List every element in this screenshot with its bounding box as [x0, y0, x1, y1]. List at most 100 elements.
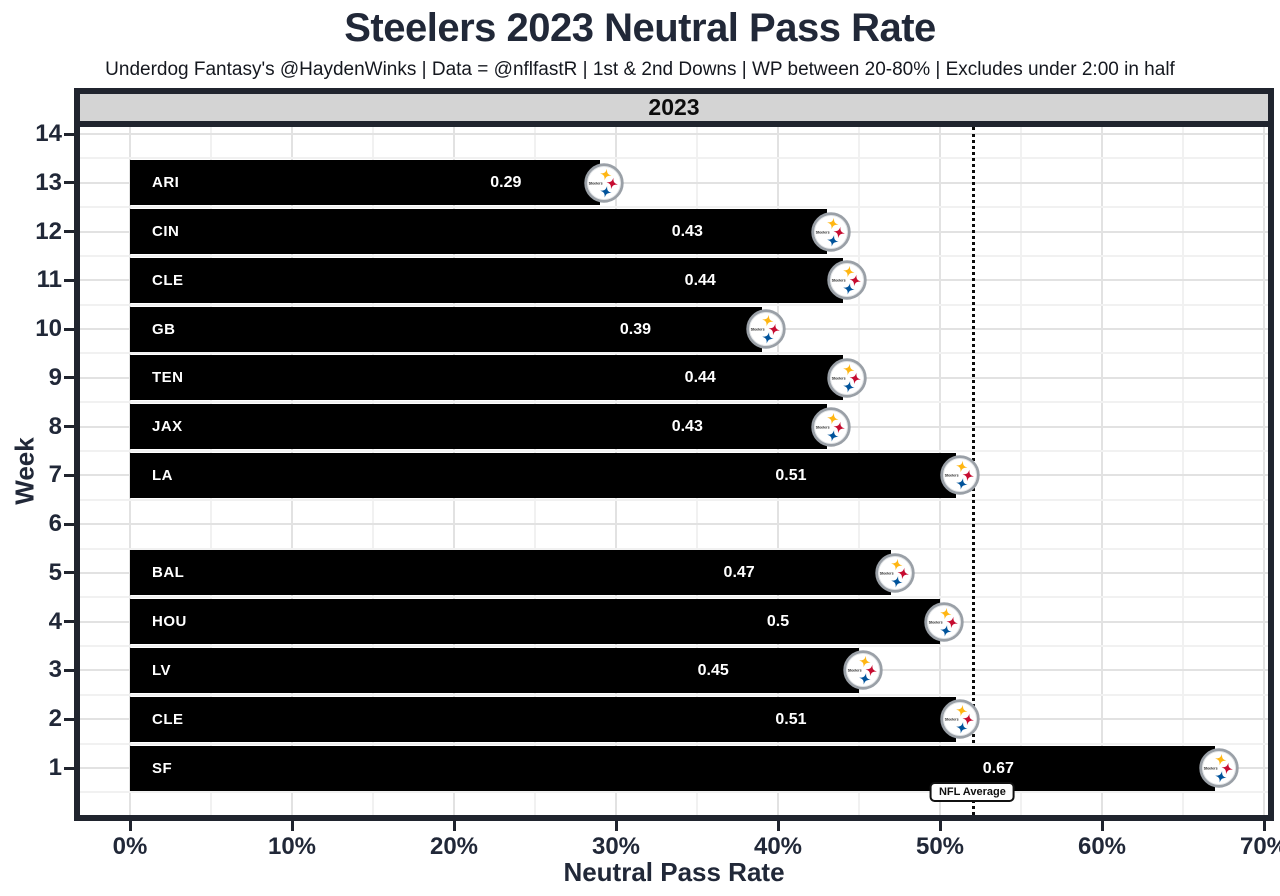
gridline-h-minor: [80, 157, 1268, 160]
gridline-h-minor: [80, 596, 1268, 599]
steelers-logo-svg: Steelers: [940, 699, 980, 739]
gridline-v-major: [1263, 127, 1265, 815]
x-axis-tick: [128, 821, 132, 831]
facet-strip: 2023: [80, 94, 1268, 127]
x-axis-tick-label: 50%: [915, 833, 965, 860]
svg-text:Steelers: Steelers: [815, 230, 829, 234]
y-axis-tick-label: 5: [48, 558, 62, 586]
y-axis-tick: [64, 717, 74, 721]
bar-value-label: 0.5: [766, 613, 790, 631]
svg-text:Steelers: Steelers: [945, 474, 959, 478]
gridline-h-minor: [80, 303, 1268, 306]
y-axis-tick-label: 10: [35, 315, 62, 343]
svg-text:Steelers: Steelers: [831, 376, 845, 380]
chart-title: Steelers 2023 Neutral Pass Rate: [344, 6, 936, 50]
bar-value-label: 0.51: [775, 710, 807, 728]
gridline-h-minor: [80, 645, 1268, 648]
bar-week-4: [130, 599, 940, 645]
svg-text:Steelers: Steelers: [750, 327, 764, 331]
steelers-logo-svg: Steelers: [940, 455, 980, 496]
y-axis-title: Week: [9, 437, 40, 505]
svg-text:Steelers: Steelers: [815, 425, 829, 429]
steelers-logo-icon: Steelers: [827, 358, 867, 398]
y-axis-tick: [64, 473, 74, 477]
bar-opponent-label: ARI: [152, 174, 180, 192]
gridline-h-minor: [80, 693, 1268, 696]
bar-value-label: 0.44: [684, 369, 716, 387]
x-axis-tick: [614, 821, 618, 831]
steelers-logo-icon: Steelers: [924, 601, 964, 642]
bar-value-label: 0.39: [619, 320, 652, 338]
chart-subtitle: Underdog Fantasy's @HaydenWinks | Data =…: [105, 59, 1175, 80]
svg-text:Steelers: Steelers: [588, 181, 602, 185]
y-axis-tick-label: 6: [48, 510, 62, 538]
bar-opponent-label: CIN: [152, 223, 180, 241]
y-axis-tick-label: 1: [48, 754, 62, 781]
y-axis-tick-label: 9: [48, 363, 62, 391]
y-axis-tick: [64, 766, 74, 770]
gridline-h-major: [80, 181, 1268, 184]
y-axis-tick-label: 13: [35, 168, 62, 196]
x-axis-tick: [776, 821, 780, 831]
bar-week-7: [130, 452, 957, 498]
bar-week-12: [130, 209, 827, 255]
gridline-h-minor: [80, 352, 1268, 355]
y-axis-tick-label: 2: [48, 705, 62, 733]
steelers-logo-svg: Steelers: [827, 358, 867, 398]
gridline-h-major: [80, 523, 1268, 526]
steelers-logo-svg: Steelers: [924, 601, 964, 642]
y-axis-tick: [64, 571, 74, 575]
bar-opponent-label: LA: [152, 466, 173, 484]
y-axis-tick-label: 14: [35, 120, 62, 147]
bar-value-label: 0.47: [723, 564, 755, 582]
bar-week-9: [130, 355, 843, 401]
steelers-logo-icon: Steelers: [584, 163, 624, 203]
steelers-logo-icon: Steelers: [810, 211, 851, 252]
bar-week-13: [130, 160, 600, 206]
steelers-logo-svg: Steelers: [1199, 748, 1240, 788]
y-axis-tick: [64, 181, 74, 185]
steelers-logo-svg: Steelers: [810, 211, 851, 252]
bar-value-label: 0.51: [775, 466, 807, 484]
bar-value-label: 0.43: [671, 223, 703, 241]
gridline-v-major: [1101, 127, 1103, 815]
bar-week-5: [130, 550, 892, 596]
svg-text:Steelers: Steelers: [929, 620, 943, 624]
x-axis-tick-label: 30%: [591, 833, 641, 860]
facet-strip-label: 2023: [648, 94, 700, 120]
bar-value-label: 0.29: [490, 174, 522, 192]
x-axis-tick-label: 20%: [429, 833, 479, 860]
x-axis-tick-label: 0%: [112, 833, 148, 860]
x-axis-tick-label: 70%: [1239, 833, 1280, 860]
steelers-logo-svg: Steelers: [584, 163, 624, 203]
bar-value-label: 0.43: [671, 418, 703, 436]
bar-week-10: [130, 306, 762, 352]
x-axis-tick: [452, 821, 456, 831]
steelers-logo-svg: Steelers: [810, 406, 851, 447]
bar-opponent-label: GB: [152, 320, 176, 338]
y-axis-tick-label: 4: [48, 607, 62, 635]
x-axis-tick: [1262, 821, 1266, 831]
bar-opponent-label: TEN: [152, 369, 184, 387]
y-axis-tick-label: 12: [35, 217, 62, 245]
y-axis-tick: [64, 278, 74, 282]
gridline-h-minor: [80, 742, 1268, 745]
svg-text:Steelers: Steelers: [945, 718, 959, 722]
gridline-h-minor: [80, 401, 1268, 404]
y-axis-tick-label: 7: [48, 461, 62, 489]
bar-opponent-label: CLE: [152, 710, 184, 728]
steelers-logo-icon: Steelers: [810, 406, 851, 447]
bar-value-label: 0.45: [697, 661, 729, 679]
y-axis-tick: [64, 230, 74, 234]
y-axis-tick: [64, 668, 74, 672]
y-axis-tick: [64, 522, 74, 526]
steelers-logo-icon: Steelers: [875, 553, 916, 593]
bar-value-label: 0.44: [684, 271, 716, 289]
gridline-h-major: [80, 133, 1268, 135]
gridline-v-minor: [1020, 127, 1022, 815]
x-axis-tick-label: 40%: [753, 833, 803, 860]
steelers-logo-icon: Steelers: [940, 455, 980, 496]
bar-week-3: [130, 647, 859, 693]
y-axis-tick: [64, 620, 74, 624]
x-axis-tick: [938, 821, 942, 831]
